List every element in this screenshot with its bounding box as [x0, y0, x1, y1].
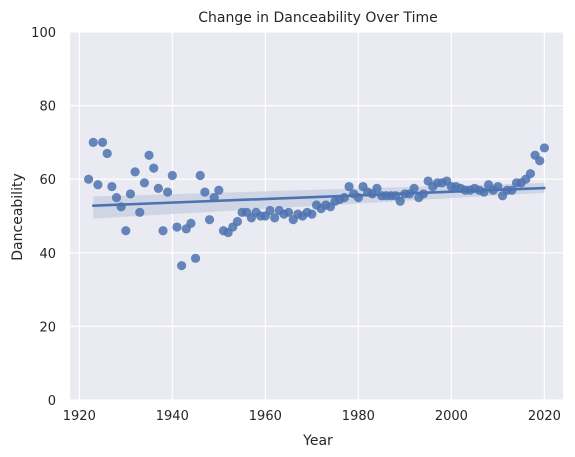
data-point	[270, 213, 280, 223]
data-point	[190, 253, 201, 263]
x-axis-label: Year	[302, 433, 333, 449]
x-tick-label: 1980	[342, 409, 375, 424]
y-tick-label: 60	[39, 173, 56, 188]
data-point	[535, 156, 545, 166]
data-points	[84, 137, 549, 271]
data-point	[135, 207, 145, 217]
data-point	[395, 196, 405, 206]
data-point	[195, 170, 205, 181]
regression-line	[91, 186, 546, 207]
x-tick-label: 1940	[156, 409, 189, 424]
data-point	[107, 181, 117, 192]
regression-line-layer	[91, 186, 546, 207]
data-point	[97, 137, 108, 147]
y-axis-label: Danceability	[10, 173, 26, 260]
data-point	[88, 137, 98, 147]
data-point	[186, 218, 196, 228]
data-point	[167, 170, 177, 181]
x-tick-label: 2020	[528, 409, 561, 424]
data-point	[265, 205, 275, 216]
y-tick-label: 40	[39, 247, 56, 262]
y-tick-label: 80	[39, 100, 56, 115]
data-point	[130, 167, 140, 177]
data-point	[525, 169, 536, 179]
data-point	[200, 187, 210, 197]
grid-lines	[70, 31, 563, 401]
data-point	[539, 143, 549, 153]
data-point	[177, 261, 187, 271]
y-tick-label: 100	[31, 26, 56, 41]
data-point	[93, 180, 103, 190]
data-point	[111, 193, 122, 203]
x-tick-label: 2000	[435, 409, 468, 424]
plot-area	[70, 32, 563, 400]
data-point	[144, 150, 154, 160]
data-point	[172, 222, 182, 232]
chart-title: Change in Danceability Over Time	[198, 10, 438, 26]
data-point	[163, 187, 173, 197]
data-point	[409, 183, 419, 193]
data-point	[153, 183, 163, 193]
data-point	[149, 163, 159, 173]
data-point	[232, 216, 243, 227]
data-point	[84, 174, 94, 184]
x-tick-label: 1960	[249, 409, 282, 424]
y-tick-label: 20	[39, 320, 56, 335]
data-point	[307, 209, 317, 219]
data-point	[204, 215, 215, 225]
data-point	[158, 226, 168, 236]
data-point	[102, 148, 112, 159]
data-point	[339, 193, 350, 203]
data-point	[125, 189, 136, 199]
x-tick-label: 1920	[63, 409, 96, 424]
data-point	[121, 226, 131, 236]
y-tick-label: 0	[48, 394, 56, 409]
data-point	[214, 185, 224, 195]
data-point	[139, 178, 150, 188]
data-point	[344, 181, 354, 192]
tick-labels: 1920 1940 1960 1980 2000 2020 0 20 40 60 80 100	[31, 26, 561, 424]
data-point	[283, 207, 294, 217]
data-point	[372, 183, 382, 193]
